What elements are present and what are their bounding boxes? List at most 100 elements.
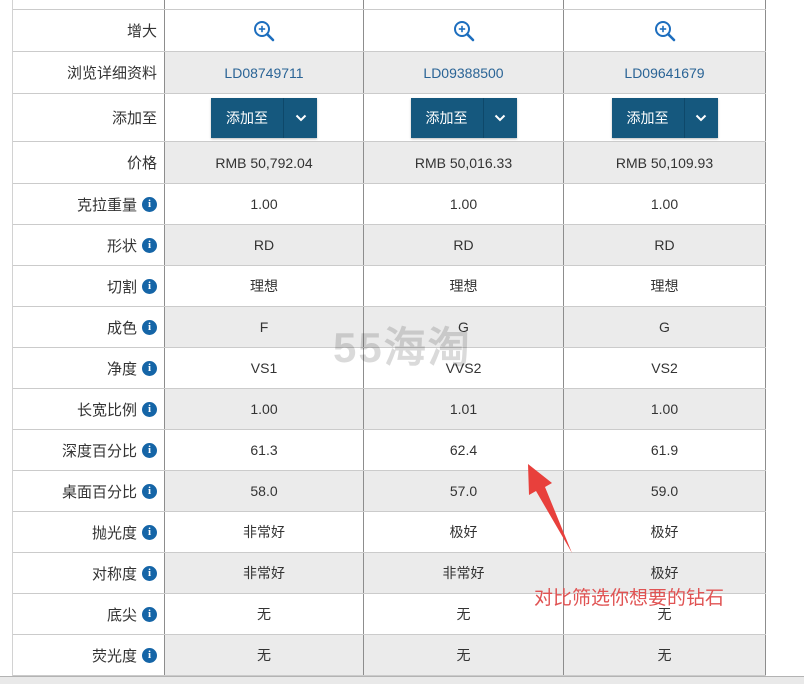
row-label: 荧光度	[91, 647, 137, 665]
table-row: 长宽比例 i 1.00 1.01 1.00	[13, 389, 766, 430]
row-label: 净度	[106, 360, 137, 378]
value-cell: 1.00	[165, 184, 364, 224]
cell-value: F	[259, 319, 269, 335]
info-icon[interactable]: i	[142, 237, 157, 253]
value-cell: 非常好	[364, 553, 564, 593]
table-row: 深度百分比 i 61.3 62.4 61.9	[13, 430, 766, 471]
value-cell: 非常好	[165, 553, 364, 593]
value-cell	[364, 0, 564, 9]
row-label-cell: 成色 i	[13, 307, 165, 347]
row-label-cell: 形状 i	[13, 225, 165, 265]
value-cell: 理想	[364, 266, 564, 306]
value-cell: F	[165, 307, 364, 347]
info-icon[interactable]: i	[142, 196, 157, 212]
value-cell: RD	[364, 225, 564, 265]
cell-value: 61.9	[650, 442, 679, 458]
row-label: 对称度	[91, 565, 137, 583]
info-icon[interactable]: i	[142, 442, 157, 458]
cell-value: 无	[657, 647, 672, 663]
value-cell: 1.01	[364, 389, 564, 429]
cell-value: 理想	[250, 278, 278, 294]
info-icon[interactable]: i	[142, 647, 157, 663]
value-cell: 1.00	[564, 389, 766, 429]
row-label-cell: 克拉重量 i	[13, 184, 165, 224]
zoom-in-icon[interactable]	[452, 19, 476, 43]
value-cell: 无	[564, 594, 766, 634]
value-cell	[564, 0, 766, 9]
info-icon[interactable]: i	[142, 606, 157, 622]
value-cell: 添加至	[564, 94, 766, 141]
cell-value: 57.0	[449, 483, 478, 499]
table-row: 对称度 i 非常好 非常好 极好	[13, 553, 766, 594]
add-to-button[interactable]: 添加至	[611, 97, 685, 138]
info-icon[interactable]: i	[142, 278, 157, 294]
cell-value: 无	[657, 606, 672, 622]
info-icon[interactable]: i	[142, 524, 157, 540]
value-cell: LD08749711	[165, 52, 364, 93]
row-label: 增大	[126, 23, 157, 40]
value-cell: 58.0	[165, 471, 364, 511]
bottom-strip	[0, 676, 804, 684]
value-cell: 添加至	[364, 94, 564, 141]
value-cell: 1.00	[364, 184, 564, 224]
zoom-in-icon[interactable]	[653, 19, 677, 43]
row-label-cell: 增大	[13, 10, 165, 51]
add-to-split-button: 添加至	[410, 97, 517, 138]
value-cell: RD	[165, 225, 364, 265]
cell-value: 理想	[650, 278, 679, 294]
cell-value: 62.4	[449, 442, 478, 458]
cell-value: 无	[456, 647, 471, 663]
info-icon[interactable]: i	[142, 483, 157, 499]
add-to-button[interactable]: 添加至	[410, 97, 484, 138]
row-label: 抛光度	[91, 524, 137, 542]
add-to-split-button: 添加至	[611, 97, 718, 138]
cell-value: 59.0	[650, 483, 679, 499]
row-label-cell: 荧光度 i	[13, 635, 165, 675]
info-icon[interactable]: i	[142, 401, 157, 417]
value-cell: 无	[564, 635, 766, 675]
add-to-dropdown-button[interactable]	[483, 97, 517, 138]
row-label-cell: 添加至	[13, 94, 165, 141]
cell-value: G	[659, 319, 670, 335]
table-row: 添加至 添加至 添加至 添加至	[13, 94, 766, 142]
value-cell	[165, 0, 364, 9]
row-label-cell: 切割 i	[13, 266, 165, 306]
row-label-cell	[13, 0, 165, 9]
value-cell: 1.00	[564, 184, 766, 224]
value-cell: 61.3	[165, 430, 364, 470]
value-cell: RD	[564, 225, 766, 265]
value-cell: RMB 50,016.33	[364, 142, 564, 183]
item-id-link[interactable]: LD09641679	[624, 64, 705, 81]
value-cell: RMB 50,792.04	[165, 142, 364, 183]
zoom-in-icon[interactable]	[252, 19, 276, 43]
cell-value: 无	[257, 647, 271, 663]
value-cell: 无	[364, 594, 564, 634]
cell-value: 无	[456, 606, 471, 622]
item-id-link[interactable]: LD09388500	[423, 64, 504, 81]
value-cell: RMB 50,109.93	[564, 142, 766, 183]
cell-value: RMB 50,792.04	[215, 154, 313, 171]
row-label-cell: 抛光度 i	[13, 512, 165, 552]
diamond-compare-table: 增大 浏览详细资料 LD08749711	[12, 0, 766, 676]
row-label: 底尖	[106, 606, 137, 624]
cell-value: 极好	[650, 565, 679, 581]
cell-value: G	[458, 319, 469, 335]
chevron-down-icon	[494, 114, 506, 121]
info-icon[interactable]: i	[142, 565, 157, 581]
info-icon[interactable]: i	[142, 319, 157, 335]
row-label: 长宽比例	[76, 401, 137, 419]
row-label-cell: 深度百分比 i	[13, 430, 165, 470]
add-to-dropdown-button[interactable]	[284, 97, 317, 138]
item-id-link[interactable]: LD08749711	[224, 64, 304, 81]
add-to-dropdown-button[interactable]	[684, 97, 718, 138]
cell-value: 无	[257, 606, 271, 622]
info-icon[interactable]: i	[142, 360, 157, 376]
value-cell: LD09388500	[364, 52, 564, 93]
table-row: 增大	[13, 10, 766, 52]
add-to-button[interactable]: 添加至	[211, 97, 284, 138]
row-label: 浏览详细资料	[66, 65, 157, 82]
row-label: 克拉重量	[76, 196, 137, 214]
value-cell	[165, 10, 364, 51]
row-label: 桌面百分比	[61, 483, 137, 501]
value-cell: 1.00	[165, 389, 364, 429]
